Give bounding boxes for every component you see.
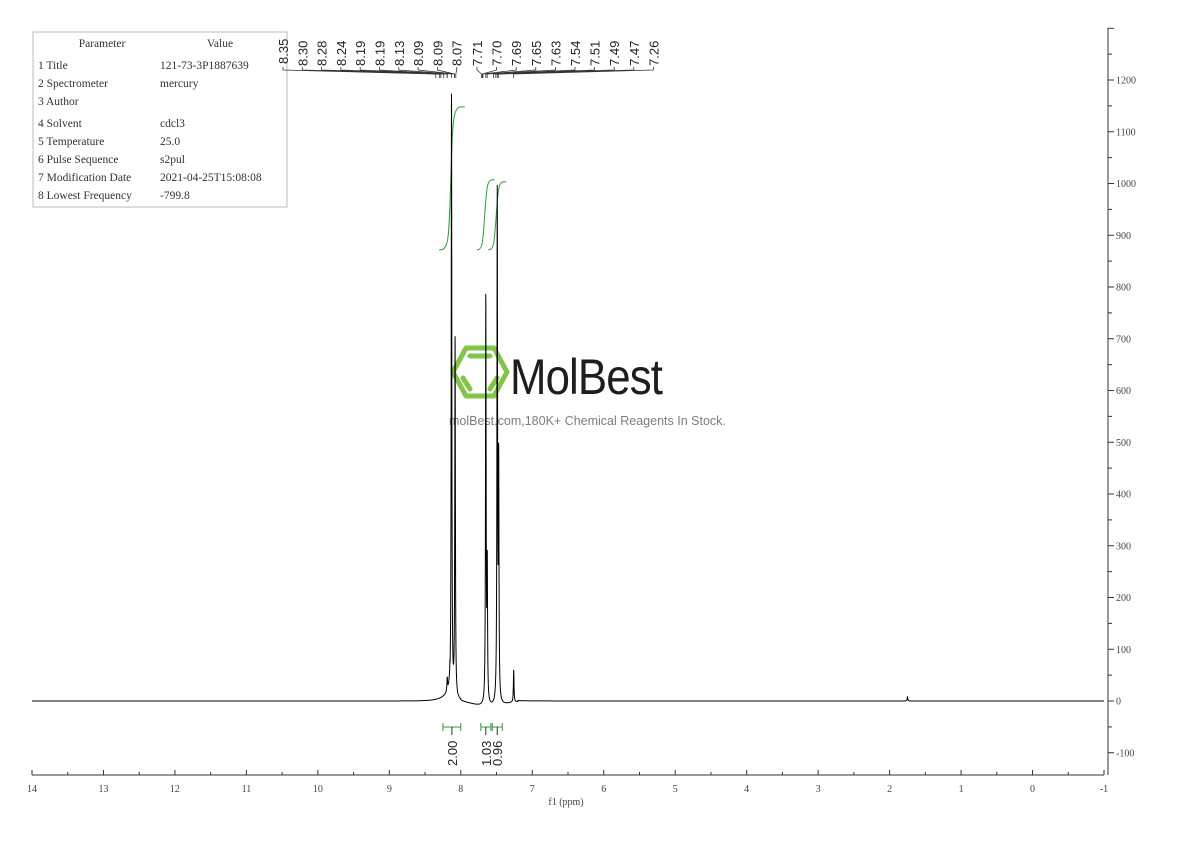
y-tick-label: 1000 [1116, 179, 1136, 190]
x-tick-label: 13 [98, 784, 108, 795]
peak-label-leader [485, 67, 537, 78]
parameter-name: 2 Spectrometer [38, 78, 108, 90]
y-tick-label: 500 [1116, 438, 1131, 449]
x-tick-label: -1 [1100, 784, 1108, 795]
peak-label-leader [379, 67, 448, 78]
parameter-value: 25.0 [160, 136, 180, 148]
x-tick-label: 1 [959, 784, 964, 795]
value-header: Value [207, 38, 233, 50]
y-tick-label: 1200 [1116, 76, 1136, 87]
x-tick-label: 7 [530, 784, 535, 795]
y-tick-label: 600 [1116, 386, 1131, 397]
peak-label: 8.28 [315, 41, 330, 66]
peak-label: 7.26 [646, 41, 661, 66]
peak-label: 7.47 [627, 41, 642, 66]
y-tick-label: 400 [1116, 490, 1131, 501]
x-axis-label: f1 (ppm) [548, 797, 583, 808]
molbest-brand-text: MolBest [510, 349, 663, 405]
x-tick-label: 10 [313, 784, 323, 795]
y-tick-label: 300 [1116, 541, 1131, 552]
peak-label: 7.71 [470, 41, 485, 66]
integral-value-label: 2.00 [445, 741, 460, 766]
y-tick-label: 1100 [1116, 127, 1136, 138]
integral-value-label: 1.03 [479, 741, 494, 766]
peak-label: 7.70 [490, 41, 505, 66]
y-tick-label: 900 [1116, 231, 1131, 242]
peak-label-leader [437, 67, 455, 78]
y-tick-label: -100 [1116, 748, 1134, 759]
parameter-value: 2021-04-25T15:08:08 [160, 172, 262, 184]
peak-label: 7.63 [548, 41, 563, 66]
peak-label: 7.65 [529, 41, 544, 66]
peak-label: 7.69 [509, 41, 524, 66]
peak-label-leader [476, 67, 482, 78]
peak-label: 8.09 [430, 41, 445, 66]
peak-label: 8.13 [392, 41, 407, 66]
integral-curve [488, 181, 507, 251]
peak-label-leader [481, 67, 497, 78]
y-tick-label: 0 [1116, 697, 1121, 708]
peak-label-leader [340, 67, 445, 78]
peak-label: 8.19 [353, 41, 368, 66]
peak-label: 8.09 [411, 41, 426, 66]
peak-label: 8.07 [450, 41, 465, 66]
peak-label: 7.51 [588, 41, 603, 66]
x-tick-label: 0 [1030, 784, 1035, 795]
y-tick-label: 200 [1116, 593, 1131, 604]
parameter-table: Parameter Value 1 Title 121-73-3P1887639 2… [32, 31, 288, 208]
parameter-name: 7 Modification Date [38, 172, 131, 184]
peak-label: 8.24 [334, 41, 349, 66]
parameter-value: cdcl3 [160, 118, 185, 130]
x-tick-label: 14 [27, 784, 37, 795]
y-tick-label: 700 [1116, 334, 1131, 345]
peak-label-leader [455, 67, 458, 78]
parameter-value: 121-73-3P1887639 [160, 60, 249, 72]
integral-value-label: 0.96 [490, 741, 505, 766]
y-tick-label: 800 [1116, 283, 1131, 294]
parameter-value: mercury [160, 78, 199, 90]
x-tick-label: 9 [387, 784, 392, 795]
integral-curve [476, 179, 495, 251]
x-tick-label: 11 [242, 784, 252, 795]
parameter-table-border [32, 31, 288, 208]
parameter-name: 8 Lowest Frequency [38, 190, 132, 202]
parameter-name: 5 Temperature [38, 136, 104, 148]
parameter-name: 3 Author [38, 96, 79, 108]
y-tick-label: 100 [1116, 645, 1131, 656]
peak-label-leader [321, 67, 442, 78]
peak-label: 7.54 [568, 41, 583, 66]
parameter-name: 1 Title [38, 60, 68, 72]
parameter-value: s2pul [160, 154, 185, 166]
peak-label-leader [486, 67, 556, 78]
peak-label: 7.49 [607, 41, 622, 66]
parameter-value: -799.8 [160, 190, 190, 202]
molbest-hexagon-logo-icon [450, 345, 510, 399]
x-tick-label: 3 [816, 784, 821, 795]
peak-label: 8.30 [295, 41, 310, 66]
x-tick-label: 2 [887, 784, 892, 795]
peak-label-leader [513, 67, 654, 78]
molbest-watermark: MolBest molBest.com,180K+ Chemical Reage… [449, 345, 726, 428]
spectrum-line [32, 93, 1104, 705]
parameter-name: 4 Solvent [38, 118, 83, 130]
x-tick-label: 5 [673, 784, 678, 795]
x-tick-label: 4 [744, 784, 749, 795]
peak-label: 8.35 [276, 39, 291, 64]
peak-label-leader [493, 67, 576, 78]
x-tick-label: 6 [601, 784, 606, 795]
peak-label: 8.19 [373, 41, 388, 66]
peak-label-leader [482, 67, 517, 78]
parameter-name: 6 Pulse Sequence [38, 154, 118, 166]
x-tick-label: 8 [458, 784, 463, 795]
peak-label-leader [498, 67, 635, 78]
peak-label-leader [398, 67, 452, 78]
x-tick-label: 12 [170, 784, 180, 795]
parameter-header: Parameter [79, 38, 126, 50]
molbest-tagline: molBest.com,180K+ Chemical Reagents In S… [449, 414, 726, 428]
